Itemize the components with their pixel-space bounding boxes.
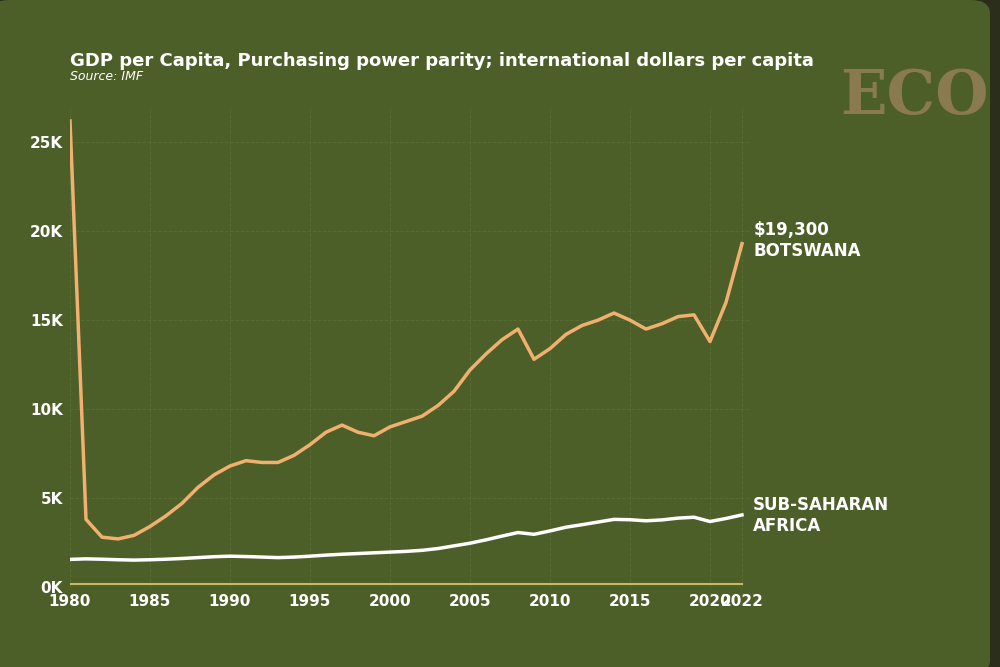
Text: $19,300
BOTSWANA: $19,300 BOTSWANA xyxy=(753,221,861,259)
Text: ECO: ECO xyxy=(840,67,988,127)
Text: GDP per Capita, Purchasing power parity; international dollars per capita: GDP per Capita, Purchasing power parity;… xyxy=(70,52,814,70)
Text: SUB-SAHARAN
AFRICA: SUB-SAHARAN AFRICA xyxy=(753,496,889,535)
Text: Source: IMF: Source: IMF xyxy=(70,71,143,83)
